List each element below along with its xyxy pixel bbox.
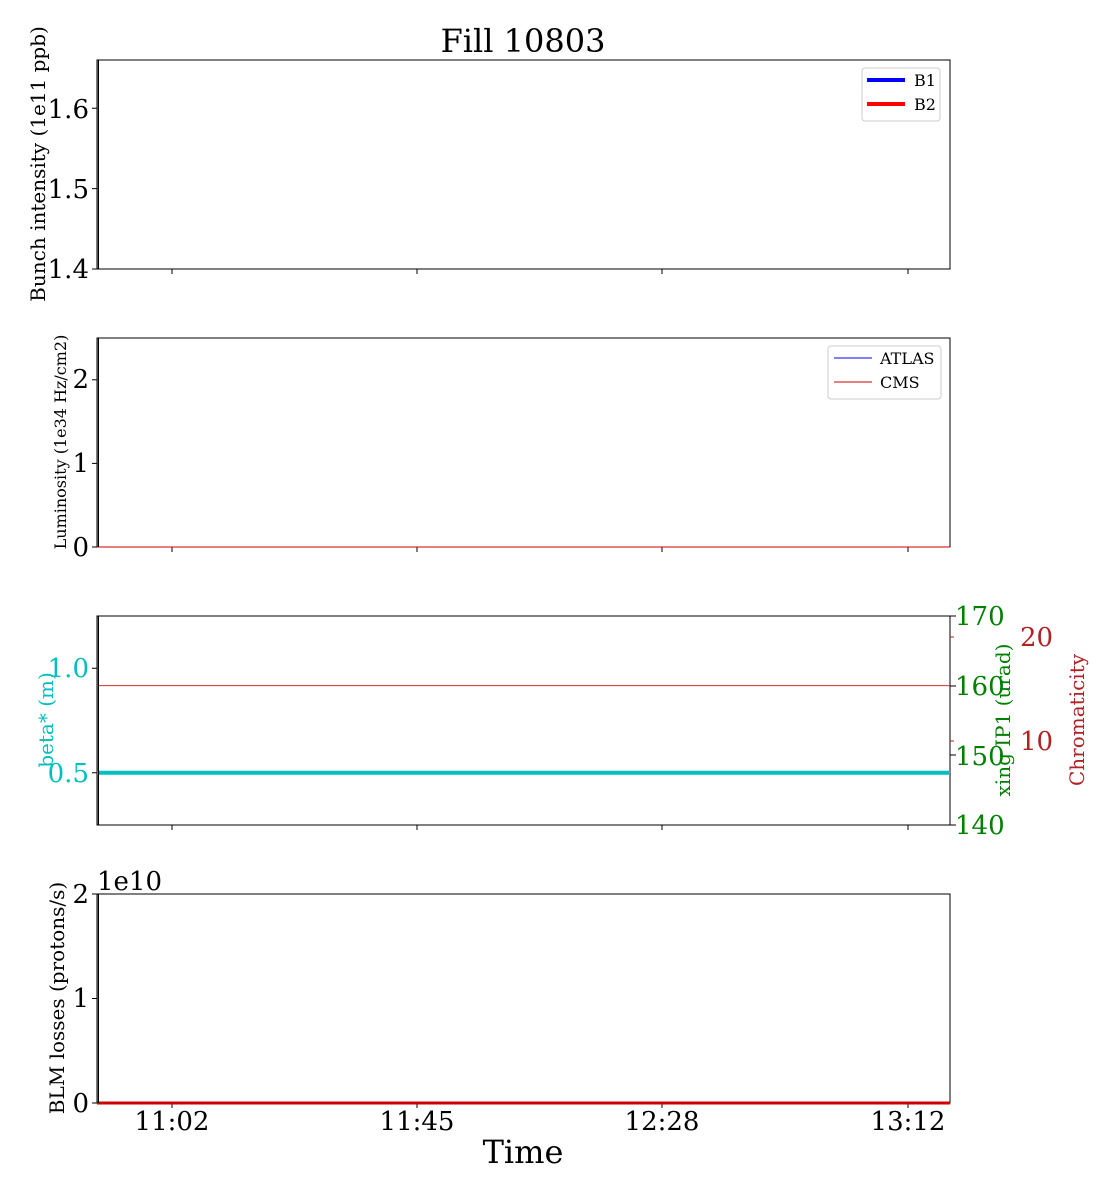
x-tick-label: 12:28 xyxy=(625,1107,700,1137)
plot-frame xyxy=(96,59,951,270)
y-tick-label: 2 xyxy=(72,365,89,395)
figure-title: Fill 10803 xyxy=(441,22,606,60)
y-tick-label: 2 xyxy=(72,880,89,910)
legend-label-cms: CMS xyxy=(880,373,920,392)
y-axis-label: Luminosity (1e34 Hz/cm2) xyxy=(51,335,70,550)
y-tick-label: 1 xyxy=(72,449,89,479)
plot-frame xyxy=(96,337,951,548)
y-tick-label: 1 xyxy=(72,984,89,1014)
legend: B1 B2 xyxy=(861,67,941,122)
panel-blm-losses: 0 1 2 1e10 BLM losses (protons/s) xyxy=(45,867,951,1119)
y-tick-label: 1.0 xyxy=(48,654,89,684)
x-axis-label: Time xyxy=(483,1133,564,1171)
plot-frame xyxy=(96,615,951,826)
x-tick-label: 11:02 xyxy=(135,1107,210,1137)
y-axis-label: beta* (m) xyxy=(34,672,58,768)
x-tick-label: 11:45 xyxy=(380,1107,455,1137)
legend-label-b1: B1 xyxy=(914,71,936,90)
legend-label-atlas: ATLAS xyxy=(879,349,935,368)
panel-beta-star: 0.5 1.0 beta* (m) 140 150 160 170 xing I… xyxy=(34,602,1089,841)
right-tick-label: 170 xyxy=(955,602,1005,632)
right-tick-label: 140 xyxy=(955,811,1005,841)
legend: ATLAS CMS xyxy=(827,345,942,400)
chart-marks xyxy=(92,60,950,1108)
y-tick-label: 0.5 xyxy=(48,759,89,789)
chromaticity-tick-label: 20 xyxy=(1020,623,1053,653)
legend-label-b2: B2 xyxy=(914,95,936,114)
x-tick-label: 13:12 xyxy=(871,1107,946,1137)
y-tick-label: 0 xyxy=(72,1089,89,1119)
y-tick-label: 1.6 xyxy=(48,95,89,125)
right-tick-label: 150 xyxy=(955,742,1005,772)
right-axis-label: xing IP1 (urad) xyxy=(991,644,1015,797)
y-tick-label: 1.4 xyxy=(48,255,89,285)
chromaticity-axis-label: Chromaticity xyxy=(1065,653,1089,786)
offset-text: 1e10 xyxy=(97,867,162,897)
y-axis-label: Bunch intensity (1e11 ppb) xyxy=(26,26,50,302)
plot-frame xyxy=(96,893,951,1104)
y-tick-label: 1.5 xyxy=(48,175,89,205)
chromaticity-tick-label: 10 xyxy=(1020,727,1053,757)
panel-luminosity: 0 1 2 Luminosity (1e34 Hz/cm2) ATLAS CMS xyxy=(51,335,951,563)
panel-bunch-intensity: 1.4 1.5 1.6 Bunch intensity (1e11 ppb) B… xyxy=(26,26,951,302)
y-tick-label: 0 xyxy=(72,533,89,563)
right-tick-label: 160 xyxy=(955,672,1005,702)
y-axis-label: BLM losses (protons/s) xyxy=(45,882,69,1114)
